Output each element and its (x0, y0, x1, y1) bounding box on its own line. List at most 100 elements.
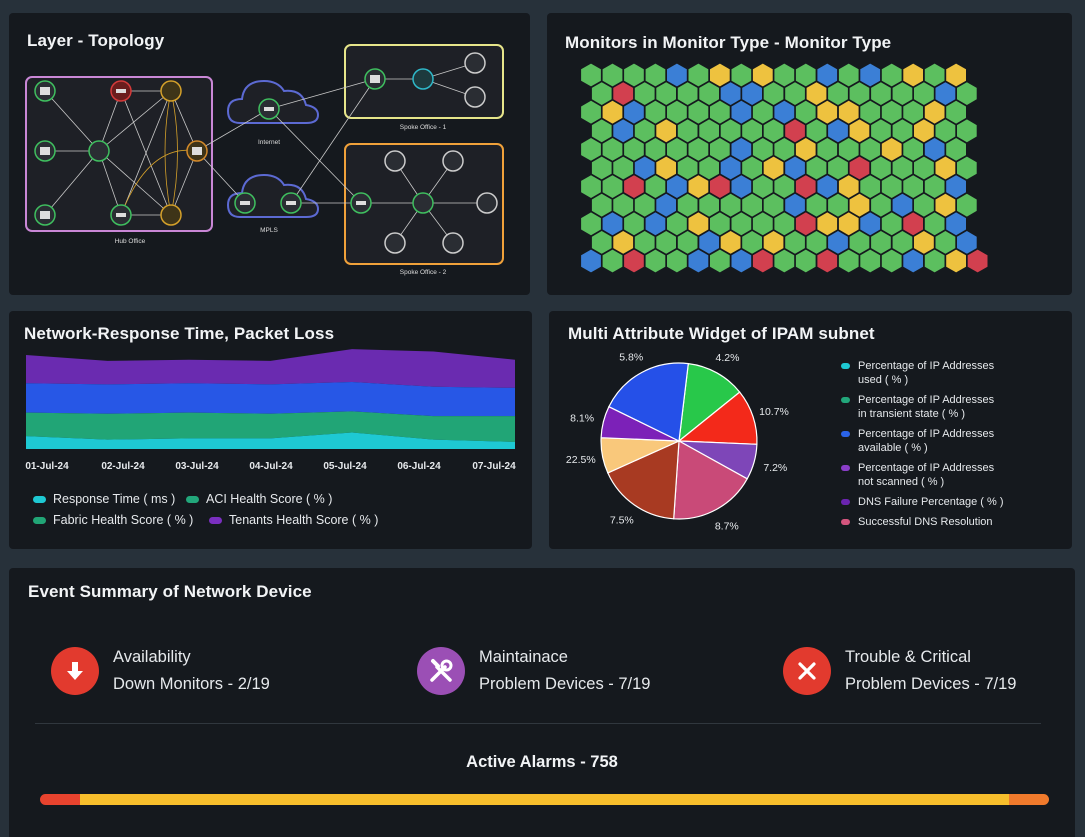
hex-cell[interactable] (838, 212, 859, 236)
legend-item-fabric-health[interactable]: Fabric Health Score ( % ) (33, 513, 193, 527)
hex-cell[interactable] (957, 119, 977, 143)
hex-cell[interactable] (774, 212, 795, 236)
hex-cell[interactable] (806, 156, 827, 180)
area-chart[interactable]: 01-Jul-24 02-Jul-24 03-Jul-24 04-Jul-24 05-J… (9, 311, 532, 481)
hex-cell[interactable] (924, 100, 945, 124)
hex-cell[interactable] (795, 63, 816, 87)
hex-cell[interactable] (710, 100, 730, 124)
hex-cell[interactable] (688, 212, 709, 236)
hex-cell[interactable] (710, 175, 730, 198)
hex-cell[interactable] (967, 249, 988, 273)
hex-cell[interactable] (838, 249, 859, 273)
hex-cell[interactable] (914, 193, 934, 217)
hex-cell[interactable] (613, 231, 634, 254)
legend-item-aci-health[interactable]: ACI Health Score ( % ) (186, 492, 332, 506)
hex-cell[interactable] (645, 175, 666, 198)
hex-cell[interactable] (806, 193, 827, 217)
hex-cell[interactable] (774, 138, 795, 161)
ipam-legend-item[interactable]: Successful DNS Resolution (841, 515, 1061, 529)
hex-cell[interactable] (881, 249, 902, 273)
hex-cell[interactable] (667, 212, 687, 236)
hex-cell[interactable] (795, 175, 816, 198)
hex-cell[interactable] (752, 138, 773, 161)
hex-cell[interactable] (946, 212, 966, 236)
hex-cell[interactable] (710, 138, 730, 161)
hex-cell[interactable] (602, 138, 623, 161)
hex-cell[interactable] (656, 119, 676, 143)
hex-cell[interactable] (613, 119, 634, 143)
hex-cell[interactable] (924, 63, 945, 87)
hex-cell[interactable] (817, 212, 838, 236)
hex-cell[interactable] (806, 82, 827, 105)
hex-cell[interactable] (860, 212, 881, 236)
hex-cell[interactable] (720, 119, 741, 143)
hex-cell[interactable] (731, 138, 752, 161)
alarm-bar-segment[interactable] (80, 794, 1009, 805)
hex-cell[interactable] (924, 212, 945, 236)
hex-cell[interactable] (914, 119, 934, 143)
hex-cell[interactable] (935, 119, 956, 143)
hex-cell[interactable] (924, 138, 945, 161)
hex-cell[interactable] (903, 175, 923, 198)
hex-cell[interactable] (892, 193, 913, 217)
pie-slice[interactable] (608, 362, 689, 442)
hex-cell[interactable] (817, 100, 838, 124)
hex-cell[interactable] (957, 193, 977, 217)
area-series[interactable] (26, 349, 515, 388)
hex-cell[interactable] (946, 175, 966, 198)
hex-cell[interactable] (581, 249, 601, 273)
alarm-bar-segment[interactable] (40, 794, 81, 805)
summary-trouble-critical[interactable]: Trouble & Critical Problem Devices - 7/1… (783, 644, 1017, 698)
hex-cell[interactable] (935, 156, 956, 180)
ipam-legend-item[interactable]: Percentage of IP Addresses in transient s… (841, 393, 1061, 421)
hex-cell[interactable] (688, 138, 709, 161)
topology-diagram[interactable]: Hub Office Internet MPLS Spoke Office - … (9, 13, 530, 295)
hex-cell[interactable] (935, 193, 956, 217)
hex-cell[interactable] (591, 82, 612, 105)
hex-cell[interactable] (645, 249, 666, 273)
hex-cell[interactable] (656, 193, 676, 217)
hex-cell[interactable] (710, 63, 730, 87)
hex-cell[interactable] (828, 82, 848, 105)
hex-cell[interactable] (849, 193, 870, 217)
hex-cell[interactable] (677, 119, 698, 143)
hex-cell[interactable] (634, 156, 655, 180)
pie-slice[interactable] (673, 440, 749, 520)
hex-cell[interactable] (710, 249, 730, 273)
hex-cell[interactable] (602, 175, 623, 198)
alarm-bar-segment[interactable] (1008, 794, 1049, 805)
hex-cell[interactable] (602, 212, 623, 236)
hex-cell[interactable] (946, 249, 966, 273)
hex-cell[interactable] (817, 249, 838, 273)
hex-cell[interactable] (624, 212, 644, 236)
hex-cell[interactable] (677, 231, 698, 254)
hex-cell[interactable] (731, 249, 752, 273)
hex-cell[interactable] (763, 82, 784, 105)
hex-cell[interactable] (935, 82, 956, 105)
hex-cell[interactable] (763, 156, 784, 180)
hex-cell[interactable] (656, 82, 676, 105)
hex-cell[interactable] (860, 138, 881, 161)
hex-cell[interactable] (624, 63, 644, 87)
hex-cell[interactable] (795, 138, 816, 161)
hex-cell[interactable] (860, 63, 881, 87)
hex-cell[interactable] (710, 212, 730, 236)
hex-cell[interactable] (817, 138, 838, 161)
hex-cell[interactable] (892, 231, 913, 254)
legend-item-response-time[interactable]: Response Time ( ms ) (33, 492, 175, 506)
hex-cell[interactable] (957, 156, 977, 180)
hex-cell[interactable] (838, 175, 859, 198)
hex-cell[interactable] (881, 63, 902, 87)
hex-cell[interactable] (752, 249, 773, 273)
hex-cell[interactable] (634, 193, 655, 217)
hex-cell[interactable] (785, 119, 805, 143)
area-series[interactable] (26, 382, 515, 417)
hex-cell[interactable] (763, 231, 784, 254)
hex-cell[interactable] (720, 156, 741, 180)
hex-cell[interactable] (871, 193, 891, 217)
hex-cell[interactable] (785, 82, 805, 105)
hex-cell[interactable] (914, 156, 934, 180)
hex-cell[interactable] (656, 156, 676, 180)
hex-cell[interactable] (677, 82, 698, 105)
hex-cell[interactable] (881, 175, 902, 198)
